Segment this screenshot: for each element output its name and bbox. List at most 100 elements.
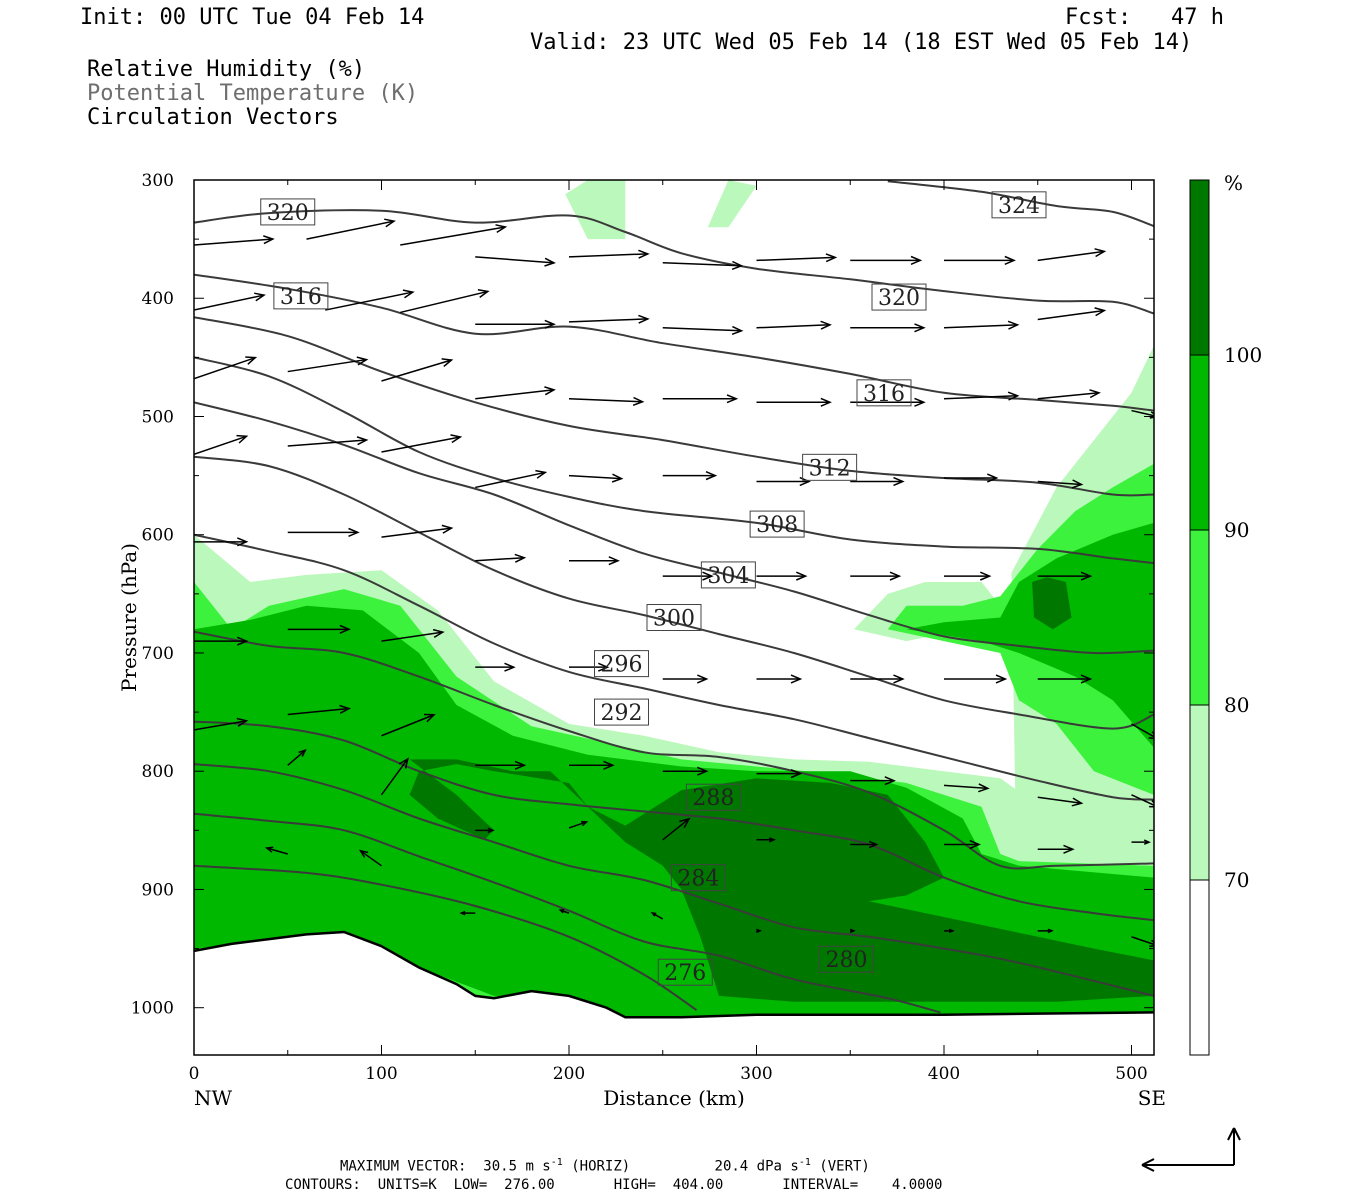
vector-arrow-87	[1037, 928, 1054, 934]
contour-label-288-11: 288	[685, 783, 741, 811]
vector-shaft	[568, 253, 648, 258]
vector-shaft	[400, 226, 506, 246]
contour-label-box	[700, 561, 756, 589]
vector-arrow-91	[1131, 839, 1151, 845]
vector-head	[995, 674, 1008, 684]
vert-vector-value: 20.4 dPa s	[714, 1158, 799, 1175]
theta-contour-292-10	[194, 630, 1154, 870]
vector-head	[423, 713, 436, 723]
horiz-vector-exponent: -1	[550, 1157, 563, 1168]
vector-arrow-33	[568, 314, 650, 324]
vector-arrow-34	[662, 325, 744, 336]
vector-head	[884, 776, 896, 786]
vector-head	[849, 928, 856, 934]
max-vector-label: MAXIMUM VECTOR:	[340, 1158, 467, 1175]
legend-circulation-vectors: Circulation Vectors	[87, 105, 339, 130]
contour-label-box	[819, 945, 874, 973]
init-time: Init: 00 UTC Tue 04 Feb 14	[80, 5, 425, 30]
vector-arrow-29	[850, 255, 923, 265]
vector-head	[339, 624, 351, 634]
contour-label-box	[657, 958, 713, 986]
vector-head	[544, 319, 556, 329]
vector-shaft	[194, 435, 247, 456]
vector-arrow-20	[381, 713, 436, 737]
vector-head	[893, 674, 905, 684]
vector-head	[948, 928, 955, 934]
contour-label-284-12: 284	[670, 864, 726, 892]
vector-head	[514, 553, 527, 563]
vector-arrow-27	[662, 260, 744, 271]
theta-contour-312-5	[194, 316, 1154, 497]
vector-shaft	[943, 784, 988, 790]
vector-arrow-49	[756, 476, 811, 487]
colorbar-level-label: 100	[1224, 343, 1262, 367]
vector-head	[356, 436, 369, 446]
vector-head	[638, 249, 650, 259]
vector-head	[1007, 320, 1020, 330]
vector-arrow-13	[381, 524, 454, 538]
vector-head	[914, 397, 926, 407]
vector-arrow-60	[475, 662, 516, 672]
x-tick-label: 100	[365, 1064, 397, 1084]
vector-head	[254, 292, 266, 302]
vector-shaft	[662, 327, 742, 332]
contour-label-276-14: 276	[657, 958, 713, 986]
vector-shaft	[381, 714, 435, 737]
vector-shaft	[568, 398, 643, 403]
contour-info: CONTOURS: UNITS=K LOW= 276.00 HIGH= 404.…	[285, 1177, 943, 1193]
vector-arrow-65	[944, 674, 1008, 684]
vector-arrow-31	[1037, 248, 1107, 262]
vector-arrow-81	[459, 910, 476, 916]
vector-arrow-64	[850, 674, 905, 684]
vector-head	[603, 760, 615, 770]
vector-arrow-41	[662, 394, 739, 404]
contour-label-box	[685, 783, 741, 811]
vector-arrow-70	[756, 769, 803, 779]
vector-head	[1007, 391, 1020, 401]
vector-head	[650, 912, 657, 917]
vector-head	[697, 674, 709, 684]
contour-label-box	[594, 650, 649, 678]
vector-head	[598, 662, 610, 672]
contour-label-308-6: 308	[749, 510, 805, 538]
terrain-fill	[194, 932, 1154, 1055]
contour-label-320-1: 320	[260, 198, 316, 226]
contour-label-box	[594, 698, 649, 726]
vector-arrow-5	[400, 289, 490, 314]
vector-head	[731, 260, 744, 271]
vector-head	[495, 224, 508, 234]
vector-arrow-35	[756, 320, 832, 330]
terrain-line	[194, 930, 1154, 1019]
circulation-vectors	[194, 218, 1154, 948]
vector-arrow-46	[475, 469, 548, 489]
vector-head	[1143, 839, 1151, 845]
vector-arrow-44	[943, 391, 1020, 401]
vector-arrow-62	[662, 674, 709, 684]
vector-head	[756, 928, 762, 934]
vector-head	[459, 910, 466, 916]
theta-contour-316-3	[194, 273, 1154, 412]
theta-contour-308-6	[194, 356, 1154, 565]
vector-head	[978, 783, 990, 793]
vector-arrow-38	[1037, 307, 1107, 321]
vector-head	[1063, 844, 1075, 854]
vector-shaft	[287, 358, 367, 373]
y-axis-label: Pressure (hPa)	[117, 543, 141, 692]
vector-shaft	[381, 359, 452, 382]
colorbar-swatch-4	[1189, 179, 1210, 356]
contour-label-text: 304	[707, 564, 749, 589]
vector-head	[298, 749, 307, 757]
scale-vector-icon	[1141, 1127, 1241, 1172]
contour-label-320-2: 320	[871, 283, 927, 311]
vector-arrow-19	[287, 704, 351, 716]
colorbar: 70 80 90 100%	[1189, 171, 1262, 1056]
y-tick-label: 600	[142, 526, 174, 546]
vector-head	[237, 636, 249, 646]
vector-head	[1148, 731, 1154, 740]
contour-label-text: 292	[601, 701, 643, 726]
vector-shaft	[1037, 250, 1105, 262]
contour-label-box	[670, 864, 726, 892]
vector-arrow-22	[380, 757, 409, 796]
vector-shaft	[475, 256, 555, 264]
